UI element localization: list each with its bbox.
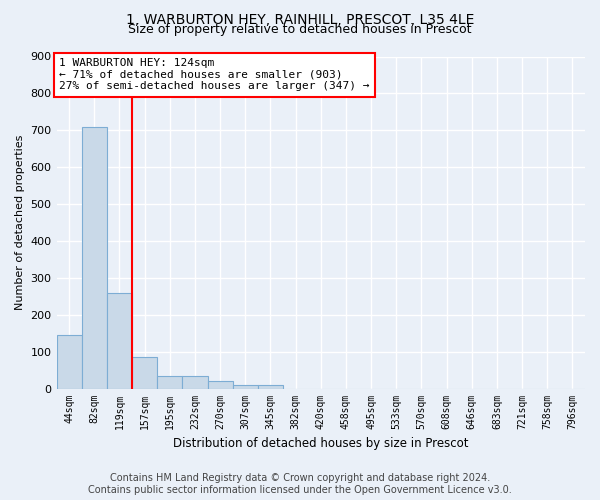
- Text: 1, WARBURTON HEY, RAINHILL, PRESCOT, L35 4LE: 1, WARBURTON HEY, RAINHILL, PRESCOT, L35…: [126, 12, 474, 26]
- Bar: [258, 385, 283, 388]
- Bar: [56, 335, 82, 388]
- Y-axis label: Number of detached properties: Number of detached properties: [15, 135, 25, 310]
- Bar: [82, 126, 107, 388]
- X-axis label: Distribution of detached houses by size in Prescot: Distribution of detached houses by size …: [173, 437, 469, 450]
- Text: 1 WARBURTON HEY: 124sqm
← 71% of detached houses are smaller (903)
27% of semi-d: 1 WARBURTON HEY: 124sqm ← 71% of detache…: [59, 58, 370, 92]
- Bar: [157, 376, 182, 388]
- Bar: [107, 292, 132, 388]
- Bar: [132, 357, 157, 388]
- Bar: [182, 376, 208, 388]
- Text: Size of property relative to detached houses in Prescot: Size of property relative to detached ho…: [128, 22, 472, 36]
- Bar: [208, 381, 233, 388]
- Text: Contains HM Land Registry data © Crown copyright and database right 2024.
Contai: Contains HM Land Registry data © Crown c…: [88, 474, 512, 495]
- Bar: [233, 385, 258, 388]
